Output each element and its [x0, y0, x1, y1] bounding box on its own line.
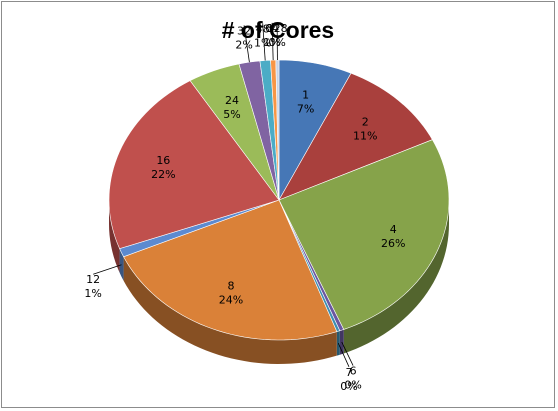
slice-label-4: 4: [390, 223, 397, 236]
slice-label-48: 48: [256, 22, 270, 35]
pie-side-4: [343, 200, 449, 354]
slice-percent-8: 24%: [219, 294, 243, 307]
leader-line-7: [337, 343, 350, 367]
slice-percent-4: 26%: [381, 237, 405, 250]
leader-lines: [93, 22, 354, 367]
pie-side-16: [109, 200, 120, 273]
pie-tops: [108, 59, 450, 341]
slice-label-128: 128: [267, 22, 288, 35]
slice-label-7: 7: [345, 366, 352, 379]
slice-percent-6: 0%: [344, 379, 361, 392]
slice-percent-7: 0%: [340, 380, 357, 393]
chart-title: # of Cores: [222, 17, 334, 43]
slice-label-16: 16: [156, 154, 170, 167]
slice-percent-1: 7%: [297, 103, 314, 116]
slice-label-2: 2: [362, 115, 369, 128]
slice-label-32: 32: [237, 24, 251, 37]
pie-slice-1: [278, 59, 352, 202]
slice-labels: 17%211%426%60%70%824%121%1622%245%322%48…: [84, 22, 405, 393]
slice-label-1: 1: [302, 89, 309, 102]
slice-percent-48: 1%: [254, 36, 271, 49]
leader-line-32: [243, 25, 250, 63]
pie-slice-4: [278, 139, 450, 330]
pie-side-12: [119, 248, 124, 281]
slice-percent-24: 5%: [223, 108, 240, 121]
pie-slice-16: [108, 80, 280, 250]
slice-label-12: 12: [86, 273, 100, 286]
slice-percent-64: 1%: [263, 36, 280, 49]
slice-label-8: 8: [227, 280, 234, 293]
slice-percent-2: 11%: [353, 129, 377, 142]
pie-slice-24: [189, 63, 280, 201]
pie-side-8: [123, 256, 337, 364]
slice-label-24: 24: [225, 94, 239, 107]
slice-label-6: 6: [350, 365, 357, 378]
slice-percent-16: 22%: [151, 168, 175, 181]
slice-label-64: 64: [265, 22, 279, 35]
pie-slice-8: [123, 199, 338, 341]
leader-line-12: [93, 264, 122, 275]
slice-percent-12: 1%: [84, 287, 101, 300]
slice-percent-32: 2%: [235, 38, 252, 51]
pie-slice-2: [278, 72, 433, 201]
leader-line-6: [341, 341, 354, 366]
leader-line-64: [271, 22, 274, 61]
pie-sides: [109, 200, 449, 364]
leader-line-48: [262, 23, 266, 61]
pie-side-7: [336, 330, 340, 356]
slice-percent-128: 0%: [268, 36, 285, 49]
